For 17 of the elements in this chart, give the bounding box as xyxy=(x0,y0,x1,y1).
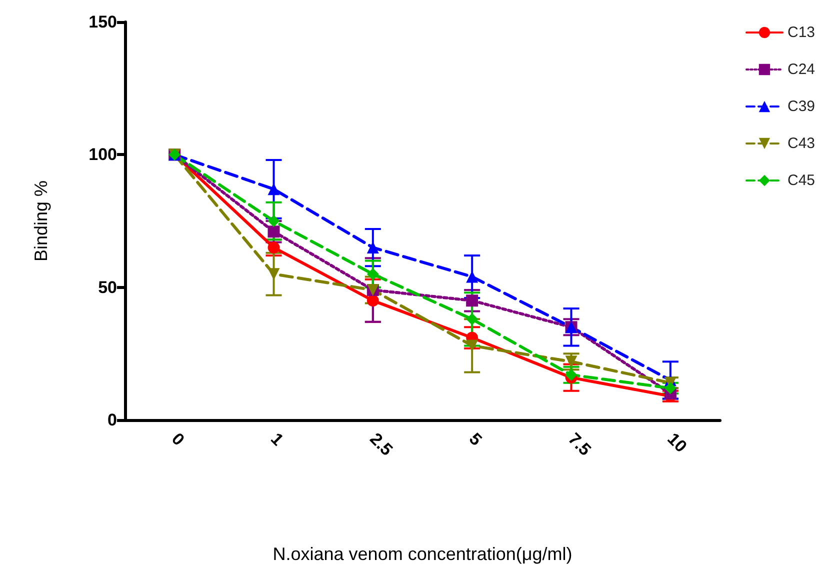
y-tick-label: 0 xyxy=(108,410,117,430)
y-tick-label: 100 xyxy=(88,145,117,164)
x-tick-label: 2.5 xyxy=(366,429,396,460)
x-tick-label: 0 xyxy=(168,429,188,450)
legend-label: C45 xyxy=(787,172,816,189)
legend-label: C43 xyxy=(787,135,816,152)
legend-label: C39 xyxy=(787,98,816,115)
y-tick-label: 50 xyxy=(98,278,117,297)
x-axis-title: N.oxiana venom concentration(μg/ml) xyxy=(272,544,572,564)
x-tick-label: 7.5 xyxy=(564,429,595,460)
x-tick-label: 1 xyxy=(267,429,288,450)
legend-label: C13 xyxy=(787,24,816,41)
x-tick-label: 10 xyxy=(664,429,691,456)
y-tick-label: 150 xyxy=(88,12,117,32)
y-axis-title: Binding % xyxy=(31,180,51,262)
x-tick-label: 5 xyxy=(465,429,486,450)
legend-label: C24 xyxy=(787,61,816,78)
